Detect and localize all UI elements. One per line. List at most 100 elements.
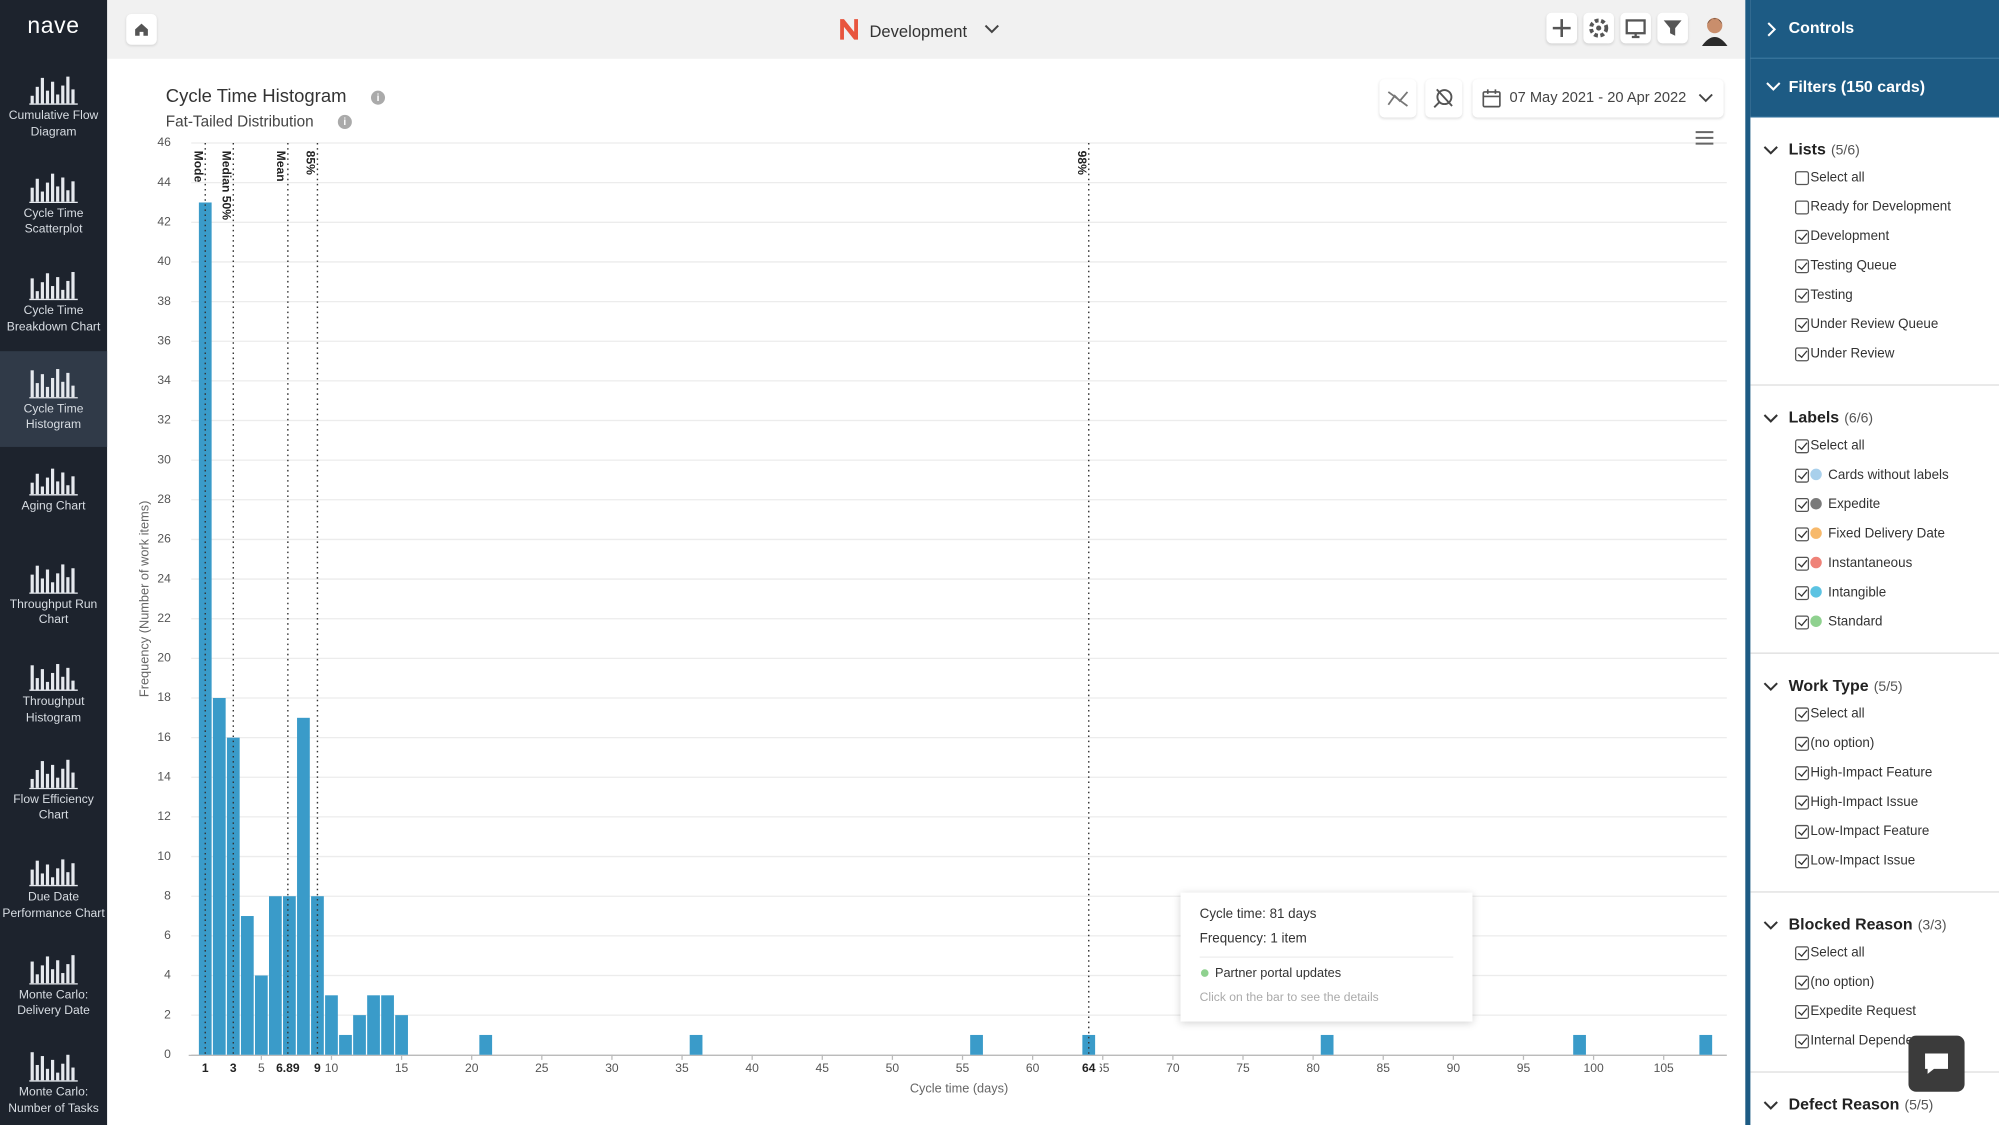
bar[interactable] bbox=[1573, 1034, 1586, 1055]
add-button[interactable] bbox=[1546, 12, 1578, 44]
checkbox[interactable] bbox=[1795, 795, 1810, 810]
filter-option[interactable]: Fixed Delivery Date bbox=[1750, 520, 1999, 549]
section-header[interactable]: Lists (5/6) bbox=[1750, 135, 1999, 163]
checkbox[interactable] bbox=[1795, 229, 1810, 244]
info-icon[interactable]: i bbox=[370, 90, 386, 105]
bar[interactable] bbox=[381, 995, 394, 1055]
checkbox[interactable] bbox=[1795, 975, 1810, 990]
nav-item[interactable]: Due Date Performance Chart bbox=[0, 839, 107, 935]
checkbox[interactable] bbox=[1795, 854, 1810, 869]
filter-option[interactable]: Low-Impact Issue bbox=[1750, 847, 1999, 876]
bar[interactable] bbox=[268, 896, 282, 1055]
filter-option[interactable]: Under Review Queue bbox=[1750, 310, 1999, 339]
controls-header[interactable]: Controls bbox=[1750, 0, 1999, 59]
bar[interactable] bbox=[395, 1015, 408, 1055]
filter-option[interactable]: Internal Dependency bbox=[1750, 1027, 1999, 1056]
filter-option[interactable]: Development bbox=[1750, 222, 1999, 251]
nav-item[interactable]: Monte Carlo: Number of Tasks bbox=[0, 1034, 107, 1125]
bar[interactable] bbox=[970, 1034, 983, 1055]
zoom-reset[interactable] bbox=[1425, 79, 1463, 118]
board-selector[interactable]: Development bbox=[869, 21, 968, 41]
checkbox[interactable] bbox=[1795, 527, 1810, 542]
filter-option[interactable]: Low-Impact Feature bbox=[1750, 817, 1999, 846]
filter-option[interactable]: Expedite bbox=[1750, 490, 1999, 519]
checkbox[interactable] bbox=[1795, 347, 1810, 362]
checkbox[interactable] bbox=[1795, 498, 1810, 513]
section-header[interactable]: Labels (6/6) bbox=[1750, 404, 1999, 432]
nav-item[interactable]: Monte Carlo: Delivery Date bbox=[0, 937, 107, 1033]
filter-button[interactable] bbox=[1657, 12, 1688, 44]
bar[interactable] bbox=[1320, 1034, 1334, 1055]
bar[interactable] bbox=[226, 737, 240, 1055]
logo[interactable]: nave bbox=[27, 12, 80, 39]
filter-option[interactable]: High-Impact Feature bbox=[1750, 759, 1999, 788]
nav-item[interactable]: Cycle Time Scatterplot bbox=[0, 155, 107, 251]
filter-option[interactable]: High-Impact Issue bbox=[1750, 788, 1999, 817]
bar[interactable] bbox=[689, 1034, 703, 1055]
filter-option[interactable]: Ready for Development bbox=[1750, 193, 1999, 222]
section-header[interactable]: Defect Reason (5/5) bbox=[1750, 1091, 1999, 1119]
filter-option[interactable]: Testing bbox=[1750, 281, 1999, 310]
nav-item[interactable]: Cycle Time Histogram bbox=[0, 350, 108, 447]
checkbox[interactable] bbox=[1795, 824, 1810, 839]
chat-button[interactable] bbox=[1908, 1035, 1965, 1092]
display-button[interactable] bbox=[1620, 12, 1651, 44]
checkbox[interactable] bbox=[1795, 766, 1810, 781]
section-header[interactable]: Blocked Reason (3/3) bbox=[1750, 910, 1999, 938]
avatar[interactable] bbox=[1698, 13, 1731, 46]
bar[interactable] bbox=[353, 1015, 366, 1055]
section-header[interactable]: Work Type (5/5) bbox=[1750, 672, 1999, 700]
checkbox[interactable] bbox=[1795, 259, 1810, 274]
filter-option[interactable]: Under Review bbox=[1750, 340, 1999, 369]
checkbox[interactable] bbox=[1795, 439, 1810, 454]
nav-item[interactable]: Flow Efficiency Chart bbox=[0, 741, 107, 837]
checkbox[interactable] bbox=[1795, 288, 1810, 303]
bar[interactable] bbox=[1699, 1034, 1713, 1055]
filter-option[interactable]: Standard bbox=[1750, 608, 1999, 637]
bar[interactable] bbox=[367, 995, 380, 1055]
bar[interactable] bbox=[1082, 1034, 1096, 1055]
bar[interactable] bbox=[283, 896, 296, 1055]
filter-option[interactable]: Testing Queue bbox=[1750, 252, 1999, 281]
bar[interactable] bbox=[254, 975, 268, 1055]
filter-option[interactable]: Select all bbox=[1750, 700, 1999, 729]
nav-item[interactable]: Throughput Run Chart bbox=[0, 546, 107, 642]
filter-option[interactable]: Instantaneous bbox=[1750, 549, 1999, 578]
date-range-picker[interactable]: 07 May 2021 - 20 Apr 2022 bbox=[1472, 79, 1724, 118]
checkbox[interactable] bbox=[1795, 1004, 1810, 1020]
checkbox[interactable] bbox=[1795, 317, 1810, 333]
checkbox[interactable] bbox=[1795, 468, 1810, 483]
trend-toggle[interactable] bbox=[1379, 79, 1417, 118]
nav-item[interactable]: Aging Chart bbox=[0, 448, 107, 544]
bar[interactable] bbox=[325, 995, 338, 1055]
bar[interactable] bbox=[311, 896, 324, 1055]
info-icon[interactable]: i bbox=[337, 114, 352, 129]
checkbox[interactable] bbox=[1795, 946, 1810, 961]
home-button[interactable] bbox=[126, 14, 157, 45]
filter-option[interactable]: Select all bbox=[1750, 939, 1999, 968]
filter-option[interactable]: (no option) bbox=[1750, 968, 1999, 997]
checkbox[interactable] bbox=[1795, 586, 1810, 601]
bar[interactable] bbox=[339, 1034, 352, 1055]
filters-header[interactable]: Filters (150 cards) bbox=[1750, 58, 1999, 118]
checkbox[interactable] bbox=[1795, 1034, 1810, 1049]
checkbox[interactable] bbox=[1795, 615, 1810, 630]
checkbox[interactable] bbox=[1795, 200, 1810, 215]
bar[interactable] bbox=[479, 1034, 493, 1055]
filter-option[interactable]: (no option) bbox=[1750, 729, 1999, 758]
filter-option[interactable]: Select all bbox=[1750, 432, 1999, 461]
checkbox[interactable] bbox=[1795, 556, 1810, 571]
checkbox[interactable] bbox=[1795, 707, 1810, 722]
nav-item[interactable]: Cumulative Flow Diagram bbox=[0, 57, 107, 153]
nav-item[interactable]: Cycle Time Breakdown Chart bbox=[0, 253, 107, 349]
filter-option[interactable]: Select all bbox=[1750, 163, 1999, 192]
filter-option[interactable]: Expedite Request bbox=[1750, 997, 1999, 1026]
checkbox[interactable] bbox=[1795, 736, 1810, 751]
filter-option[interactable]: Cards without labels bbox=[1750, 461, 1999, 490]
bar[interactable] bbox=[212, 697, 226, 1055]
filter-option[interactable]: Intangible bbox=[1750, 578, 1999, 607]
checkbox[interactable] bbox=[1795, 171, 1810, 186]
settings-button[interactable] bbox=[1583, 12, 1614, 44]
bar[interactable] bbox=[297, 717, 310, 1055]
nav-item[interactable]: Throughput Histogram bbox=[0, 644, 107, 740]
